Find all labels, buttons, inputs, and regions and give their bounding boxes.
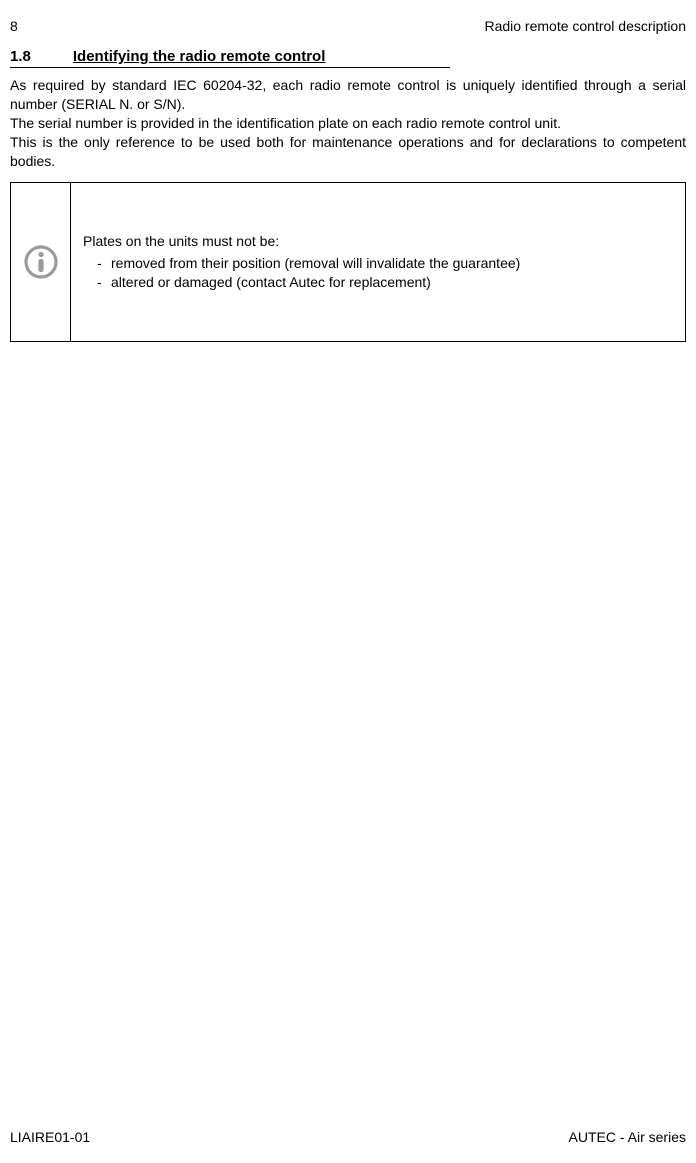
info-text: Plates on the units must not be: removed… — [71, 183, 685, 341]
paragraph-3: This is the only reference to be used bo… — [10, 133, 686, 171]
info-intro: Plates on the units must not be: — [83, 232, 673, 252]
page-header: 8 Radio remote control description — [10, 18, 686, 34]
document-title: Radio remote control description — [484, 18, 686, 34]
footer-doc-code: LIAIRE01-01 — [10, 1129, 90, 1145]
paragraph-1: As required by standard IEC 60204-32, ea… — [10, 76, 686, 114]
section-heading: 1.8 Identifying the radio remote control — [10, 48, 450, 68]
footer-brand-series: AUTEC - Air series — [569, 1129, 686, 1145]
section-title: Identifying the radio remote control — [73, 48, 326, 65]
page-footer: LIAIRE01-01 AUTEC - Air series — [10, 1129, 686, 1145]
info-list-item: altered or damaged (contact Autec for re… — [97, 273, 673, 293]
info-list: removed from their position (removal wil… — [83, 254, 673, 293]
info-list-item: removed from their position (removal wil… — [97, 254, 673, 274]
body-text: As required by standard IEC 60204-32, ea… — [10, 76, 686, 170]
section-number: 1.8 — [10, 48, 73, 65]
paragraph-2: The serial number is provided in the ide… — [10, 114, 686, 133]
page-number: 8 — [10, 18, 18, 34]
info-icon-cell — [11, 183, 71, 341]
info-icon — [23, 244, 59, 280]
info-box: Plates on the units must not be: removed… — [10, 182, 686, 342]
